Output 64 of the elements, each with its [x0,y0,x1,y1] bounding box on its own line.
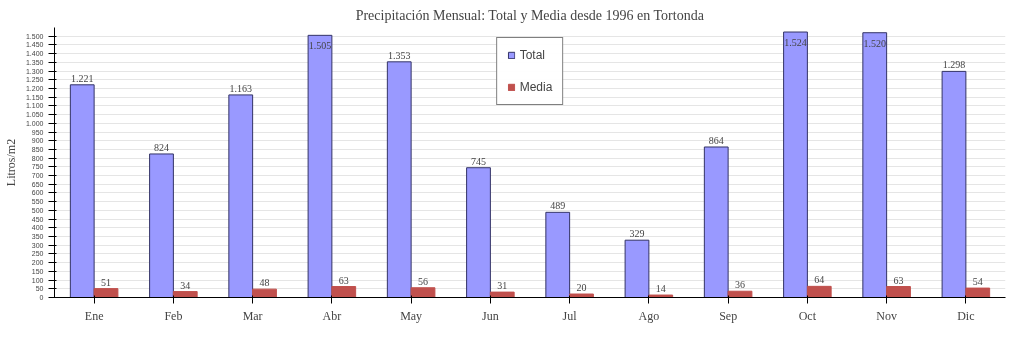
x-tick-label: Jul [562,308,578,323]
x-tick-label: Feb [164,308,183,323]
bar [69,84,95,298]
bar [806,285,832,298]
bar [466,167,491,298]
data-label: 56 [418,275,429,287]
bar [965,287,991,298]
data-label: 14 [655,283,666,295]
data-label: 31 [497,280,508,292]
data-label: 824 [153,141,169,153]
data-label: 20 [576,282,587,294]
data-label: 64 [814,274,825,286]
bar [727,290,753,298]
data-label: 1.163 [229,82,252,94]
bar [569,293,594,298]
x-tick-label: Sep [719,308,738,323]
bar [93,288,119,298]
chart-title: Precipitación Mensual: Total y Media desde 1996 en Tortonda [355,7,705,23]
data-label: 1.520 [863,37,886,49]
data-label: 745 [470,155,486,167]
data-label: 1.353 [387,49,411,61]
bar [545,211,571,298]
bar [489,291,515,298]
data-label: 54 [972,276,983,288]
bar [941,70,967,298]
data-label: 1.221 [70,72,94,84]
x-tick-label: Mar [242,308,263,323]
bar [307,34,333,298]
data-label: 51 [101,276,112,288]
x-tick-label: May [400,308,423,323]
legend-label: Total [519,48,546,62]
data-label: 34 [180,279,191,291]
x-tick-label: Nov [876,308,897,323]
bar [648,294,674,298]
x-tick-label: Ene [84,308,104,323]
bar [252,288,277,298]
bar [172,291,198,298]
bar [386,61,412,298]
data-label: 63 [893,274,904,286]
data-label: 36 [735,279,746,291]
x-tick-label: Oct [798,308,817,323]
bar [703,146,729,298]
bar [149,153,174,298]
x-tick-label: Abr [322,308,342,323]
data-label: 63 [338,274,349,286]
data-label: 1.505 [308,40,332,52]
data-label: 329 [629,228,645,240]
bar [410,287,436,298]
x-tick-label: Ago [638,308,660,323]
data-label: 1.524 [784,37,807,49]
bar [624,239,650,298]
bar [783,31,808,298]
data-label: 489 [550,200,566,212]
bar [331,286,357,298]
bar [886,286,911,298]
x-tick-label: Dic [957,308,975,323]
data-label: 1.298 [942,59,966,71]
bar [862,32,888,298]
data-label: 48 [259,277,270,289]
x-tick-label: Jun [482,308,499,323]
legend-label: Media [519,80,553,94]
data-label: 864 [708,135,724,146]
bar [228,94,254,298]
y-axis-title: Litros/m2 [3,138,18,187]
